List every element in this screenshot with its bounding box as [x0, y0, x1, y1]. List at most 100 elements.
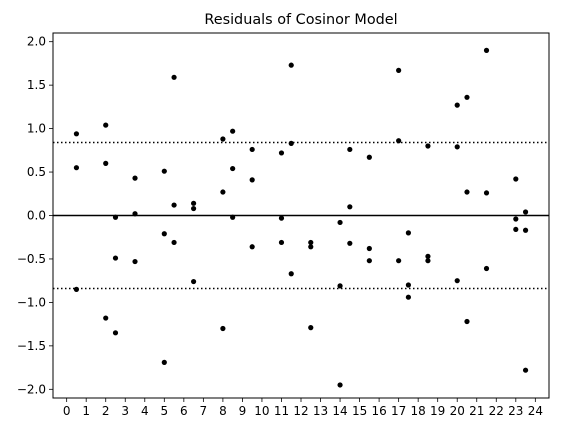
data-point [288, 140, 294, 146]
x-tick-label: 23 [508, 404, 523, 418]
x-tick-label: 11 [274, 404, 289, 418]
y-tick-label: 1.0 [27, 122, 46, 136]
x-tick-label: 4 [141, 404, 149, 418]
reference-lines [53, 141, 549, 290]
x-tick-label: 20 [450, 404, 465, 418]
y-tick-label: 0.0 [27, 209, 46, 223]
data-point [405, 294, 412, 300]
data-point [249, 146, 255, 153]
data-point [396, 67, 402, 73]
data-point [73, 286, 80, 292]
data-point [132, 211, 138, 217]
data-point [171, 239, 177, 246]
data-point [112, 214, 119, 220]
data-point [249, 177, 255, 183]
data-point [347, 146, 353, 153]
data-point [171, 202, 177, 208]
data-point [132, 258, 138, 265]
plot-frame [52, 32, 550, 399]
data-point [425, 258, 431, 264]
x-tick-label: 0 [63, 404, 71, 418]
y-tick-label: 2.0 [27, 35, 46, 49]
x-tick-label: 9 [239, 404, 247, 418]
data-point [337, 219, 343, 226]
data-point [454, 144, 460, 150]
x-tick-label: 24 [528, 404, 543, 418]
x-tick-label: 12 [293, 404, 308, 418]
data-point [425, 253, 431, 259]
x-tick-label: 5 [160, 404, 168, 418]
y-tick-label: −1.5 [17, 339, 46, 353]
data-point [366, 154, 372, 160]
data-point [112, 255, 119, 261]
data-point [220, 136, 226, 142]
x-tick-label: 1 [82, 404, 90, 418]
data-point [190, 205, 197, 212]
x-axis: 0 1 2 3 4 5 6 7 8 9 10 11 12 13 14 15 16 17 18 19 20 21 22 23 24 [63, 398, 543, 418]
x-tick-label: 2 [102, 404, 110, 418]
data-point [161, 231, 167, 237]
data-point [171, 74, 177, 80]
data-point [230, 128, 236, 134]
x-tick-label: 14 [332, 404, 347, 418]
data-point [405, 282, 412, 288]
data-point [483, 265, 490, 272]
data-point [278, 215, 285, 221]
data-point [366, 258, 372, 264]
data-point [454, 102, 460, 108]
data-point [464, 189, 470, 195]
x-tick-label: 18 [411, 404, 426, 418]
chart-title: Residuals of Cosinor Model [204, 12, 397, 28]
data-point [513, 226, 519, 233]
data-point [220, 325, 226, 332]
data-point [522, 367, 529, 373]
data-point [190, 200, 197, 206]
data-point [347, 240, 353, 246]
data-point [308, 239, 314, 246]
data-point [522, 209, 529, 215]
data-point [396, 138, 402, 144]
data-point [103, 315, 109, 321]
data-point [308, 325, 314, 331]
x-tick-label: 10 [254, 404, 269, 418]
data-point [425, 143, 431, 149]
x-tick-label: 16 [371, 404, 386, 418]
data-point [103, 122, 109, 128]
data-point [278, 150, 285, 156]
data-point [454, 278, 460, 284]
data-point [366, 245, 372, 252]
data-point [103, 160, 109, 166]
data-point [464, 318, 470, 325]
data-point [347, 204, 353, 210]
data-point [230, 214, 236, 220]
data-point [405, 230, 412, 236]
data-point [220, 189, 226, 195]
data-point [513, 216, 519, 222]
x-tick-label: 21 [469, 404, 484, 418]
data-point [337, 382, 343, 388]
x-tick-label: 19 [430, 404, 445, 418]
data-point [278, 239, 285, 246]
data-point [288, 271, 294, 277]
data-point [308, 244, 314, 250]
data-point [161, 359, 167, 365]
y-tick-label: 0.5 [27, 165, 46, 179]
data-point [73, 131, 80, 137]
data-point [132, 175, 138, 181]
y-tick-label: −1.0 [17, 295, 46, 309]
y-axis: −2.0 −1.5 −1.0 −0.5 0.0 0.5 1.0 1.5 2.0 [17, 35, 53, 396]
data-point [230, 165, 236, 172]
x-tick-label: 8 [219, 404, 227, 418]
y-tick-label: −2.0 [17, 382, 46, 396]
data-point [522, 227, 529, 233]
x-tick-label: 15 [352, 404, 367, 418]
data-points [73, 47, 529, 388]
x-tick-label: 22 [489, 404, 504, 418]
x-tick-label: 17 [391, 404, 406, 418]
x-tick-label: 3 [121, 404, 129, 418]
data-point [112, 330, 119, 336]
data-point [249, 244, 255, 250]
data-point [161, 168, 167, 174]
